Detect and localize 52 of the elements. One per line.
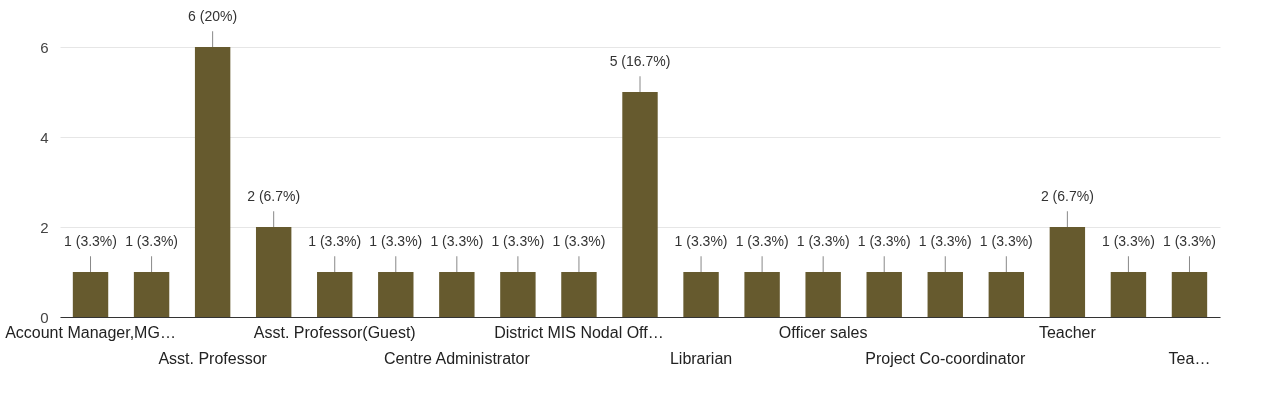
x-tick-label: Teacher bbox=[1038, 324, 1097, 341]
bar bbox=[1171, 272, 1208, 317]
bar bbox=[255, 227, 292, 317]
data-label: 1 (3.3%) bbox=[796, 233, 850, 249]
y-tick-label: 0 bbox=[40, 308, 49, 326]
data-label: 6 (20%) bbox=[188, 8, 238, 24]
data-label: 1 (3.3%) bbox=[674, 233, 728, 249]
bar bbox=[1049, 227, 1086, 317]
bar bbox=[133, 272, 170, 317]
x-tick-label: Tea… bbox=[1168, 350, 1211, 367]
x-tick-label: Project Co-coordinator bbox=[865, 350, 1026, 367]
bar bbox=[439, 272, 475, 317]
data-label: 5 (16.7%) bbox=[609, 53, 671, 69]
bar bbox=[72, 272, 109, 317]
y-tick-label: 2 bbox=[40, 218, 49, 236]
data-label: 1 (3.3%) bbox=[979, 233, 1033, 249]
bar bbox=[927, 272, 963, 317]
data-label: 1 (3.3%) bbox=[430, 233, 484, 249]
data-label: 1 (3.3%) bbox=[491, 233, 545, 249]
bar bbox=[500, 272, 536, 317]
x-tick-label: District MIS Nodal Off… bbox=[494, 324, 664, 341]
data-label: 2 (6.7%) bbox=[247, 188, 301, 204]
y-tick-label: 4 bbox=[40, 128, 49, 146]
bar bbox=[988, 272, 1025, 317]
y-tick-label: 6 bbox=[40, 38, 49, 56]
x-tick-label: Asst. Professor(Guest) bbox=[253, 324, 416, 341]
x-tick-label: Officer sales bbox=[778, 324, 868, 341]
x-tick-label: Asst. Professor bbox=[158, 350, 268, 367]
bar bbox=[378, 272, 414, 317]
data-label: 2 (6.7%) bbox=[1040, 188, 1094, 204]
data-label: 1 (3.3%) bbox=[735, 233, 789, 249]
data-label: 1 (3.3%) bbox=[125, 233, 179, 249]
bar bbox=[683, 272, 719, 317]
data-label: 1 (3.3%) bbox=[552, 233, 606, 249]
data-label: 1 (3.3%) bbox=[369, 233, 423, 249]
bar bbox=[561, 272, 597, 317]
bar bbox=[622, 92, 658, 317]
x-tick-label: Centre Administrator bbox=[383, 350, 531, 367]
data-label: 1 (3.3%) bbox=[308, 233, 362, 249]
x-tick-label: Account Manager,MG… bbox=[5, 324, 176, 341]
bar bbox=[744, 272, 780, 317]
bar bbox=[1110, 272, 1147, 317]
bar bbox=[194, 47, 231, 317]
bar bbox=[805, 272, 841, 317]
x-tick-label: Librarian bbox=[669, 350, 733, 367]
data-label: 1 (3.3%) bbox=[64, 233, 117, 249]
data-label: 1 (3.3%) bbox=[1163, 233, 1216, 249]
data-label: 1 (3.3%) bbox=[857, 233, 911, 249]
bar bbox=[317, 272, 353, 317]
bar bbox=[866, 272, 902, 317]
data-label: 1 (3.3%) bbox=[1101, 233, 1155, 249]
data-label: 1 (3.3%) bbox=[918, 233, 972, 249]
